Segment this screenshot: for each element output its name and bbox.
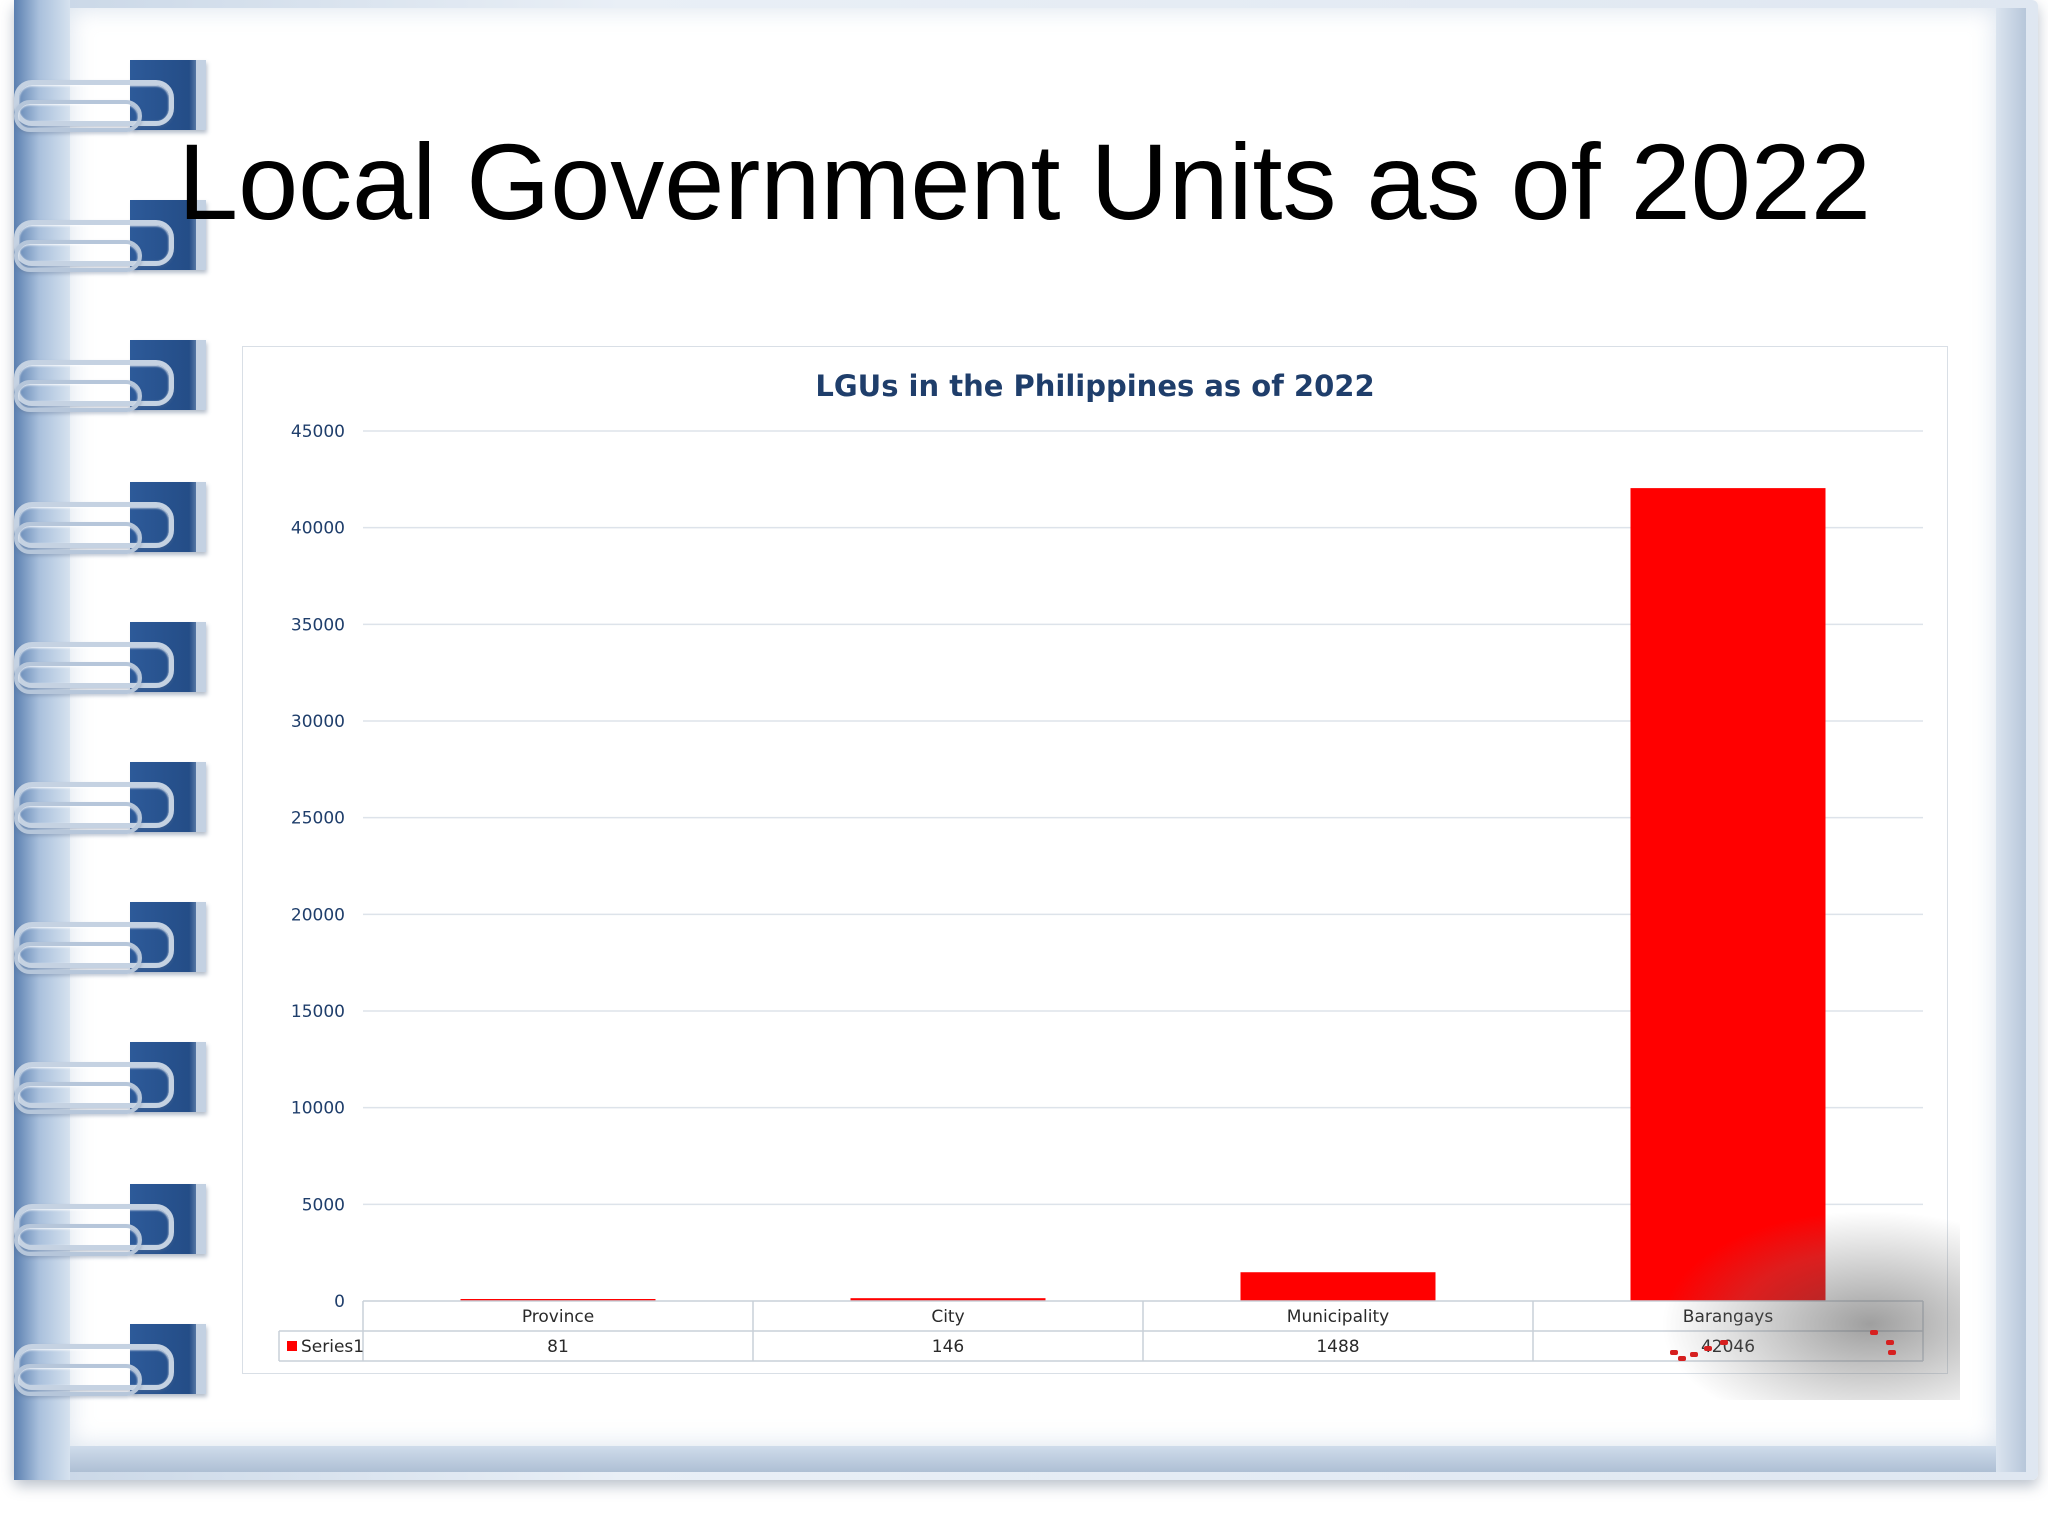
ring-wire [14, 1082, 142, 1114]
ring-wire [14, 782, 174, 828]
bar-city [850, 1298, 1046, 1301]
ring-wire [14, 220, 174, 266]
spiral-ring-icon [14, 482, 206, 562]
sticker-shadow-decoration [1660, 1210, 1960, 1400]
x-category-label: City [931, 1307, 964, 1327]
spiral-ring-icon [14, 60, 206, 140]
ring-wire [14, 80, 174, 126]
chart-container: LGUs in the Philippines as of 2022 0 5000… [242, 346, 1948, 1374]
y-tick-label: 20000 [291, 905, 345, 925]
y-tick-label: 15000 [291, 1002, 345, 1022]
bar-barangays [1630, 488, 1826, 1301]
sticker-dot [1678, 1356, 1686, 1361]
ring-wire [14, 802, 142, 834]
page-bottom-edge [70, 1446, 1996, 1472]
legend-series-name: Series1 [301, 1337, 364, 1357]
x-category-label: Province [522, 1307, 594, 1327]
spiral-ring-icon [14, 762, 206, 842]
ring-wire [14, 1224, 142, 1256]
bar-municipality [1240, 1272, 1436, 1301]
x-category-label: Municipality [1287, 1307, 1389, 1327]
y-tick-label: 35000 [291, 615, 345, 635]
y-tick-label: 30000 [291, 712, 345, 732]
spiral-ring-icon [14, 1184, 206, 1264]
y-tick-label: 5000 [302, 1195, 345, 1215]
ring-wire [14, 1204, 174, 1250]
ring-wire [14, 240, 142, 272]
page-right-edge [1996, 8, 2026, 1472]
chart-title: LGUs in the Philippines as of 2022 [815, 369, 1375, 403]
data-table-value: 81 [547, 1337, 569, 1357]
y-tick-label: 40000 [291, 519, 345, 539]
spiral-ring-icon [14, 340, 206, 420]
ring-wire [14, 502, 174, 548]
spiral-ring-icon [14, 1324, 206, 1404]
sticker-dot [1886, 1340, 1894, 1345]
data-table-value: 146 [932, 1337, 964, 1357]
sticker-dot [1720, 1340, 1728, 1345]
ring-wire [14, 100, 142, 132]
sticker-dot [1870, 1330, 1878, 1335]
sticker-dot [1690, 1352, 1698, 1357]
ring-wire [14, 522, 142, 554]
sticker-dot [1670, 1350, 1678, 1355]
ring-wire [14, 922, 174, 968]
spiral-ring-icon [14, 902, 206, 982]
spiral-ring-icon [14, 622, 206, 702]
ring-wire [14, 1062, 174, 1108]
data-table-value: 1488 [1316, 1337, 1359, 1357]
spiral-ring-icon [14, 1042, 206, 1122]
y-tick-label: 45000 [291, 422, 345, 442]
sticker-dot [1704, 1346, 1712, 1351]
ring-wire [14, 360, 174, 406]
ring-wire [14, 662, 142, 694]
spiral-ring-icon [14, 200, 206, 280]
ring-wire [14, 1344, 174, 1390]
ring-wire [14, 642, 174, 688]
legend-key [287, 1341, 297, 1351]
y-tick-label: 25000 [291, 809, 345, 829]
y-tick-label: 10000 [291, 1099, 345, 1119]
bar-province [460, 1299, 656, 1301]
y-tick-label: 0 [334, 1292, 345, 1312]
ring-wire [14, 1364, 142, 1396]
bar-chart: 0 5000 10000 15000 20000 25000 30000 35000 40000… [278, 422, 1924, 1362]
sticker-dot [1888, 1350, 1896, 1355]
ring-wire [14, 942, 142, 974]
slide-title: Local Government Units as of 2022 [178, 121, 1871, 242]
ring-wire [14, 380, 142, 412]
